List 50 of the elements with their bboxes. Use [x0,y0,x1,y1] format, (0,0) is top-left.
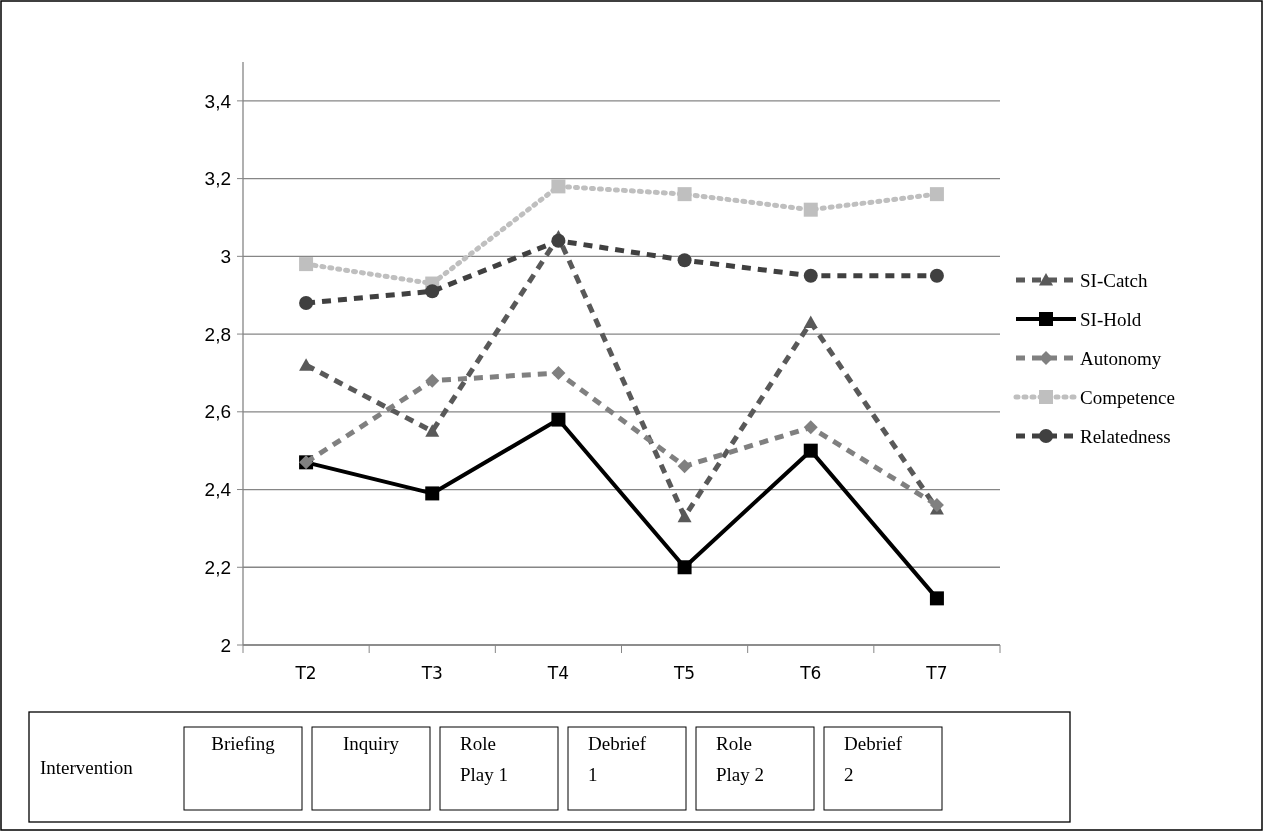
point [551,233,566,248]
x-tick-label: T6 [799,663,822,683]
point [551,365,566,380]
text: Role Play 2 [716,733,765,785]
y-tick-label: 3,2 [204,168,231,190]
text: Role Play 1 [460,733,509,785]
legend-label: SI-Hold [1080,308,1142,330]
point [803,443,818,458]
x-tick-label: T7 [925,663,948,683]
point [551,412,566,427]
point [803,420,818,435]
legend-label: Relatedness [1080,425,1171,447]
point [677,459,692,474]
y-tick-label: 3 [220,245,231,267]
legend-label: Competence [1080,386,1175,408]
point [929,591,944,606]
text: Debrief 2 [844,733,903,785]
text: Intervention [40,756,134,778]
x-tick-label: T4 [546,663,570,683]
x-tick-label: T5 [672,663,696,683]
point [803,268,818,283]
y-tick-label: 2,8 [204,323,231,345]
text: Inquiry [343,733,400,754]
legend-label: SI-Catch [1080,269,1149,291]
point [425,284,440,299]
point [803,315,818,329]
point [803,202,818,217]
point [425,373,440,388]
text: Briefing [211,733,276,754]
point [929,187,944,202]
point [677,253,692,268]
y-tick-label: 2,4 [204,479,232,501]
y-tick-label: 3,4 [204,90,232,112]
point [299,295,314,310]
y-tick-label: 2,2 [204,556,231,578]
point [551,179,566,194]
point [299,257,314,272]
point [929,268,944,283]
point [677,560,692,575]
y-tick-label: 2 [220,634,231,656]
point [677,509,692,523]
legend-label: Autonomy [1080,347,1162,369]
x-tick-label: T2 [294,663,317,683]
y-tick-label: 2,6 [204,401,231,423]
x-tick-label: T3 [420,663,443,683]
text: Debrief 1 [588,733,647,785]
point [425,424,440,437]
point [677,187,692,202]
point [425,486,440,501]
point [299,358,314,371]
